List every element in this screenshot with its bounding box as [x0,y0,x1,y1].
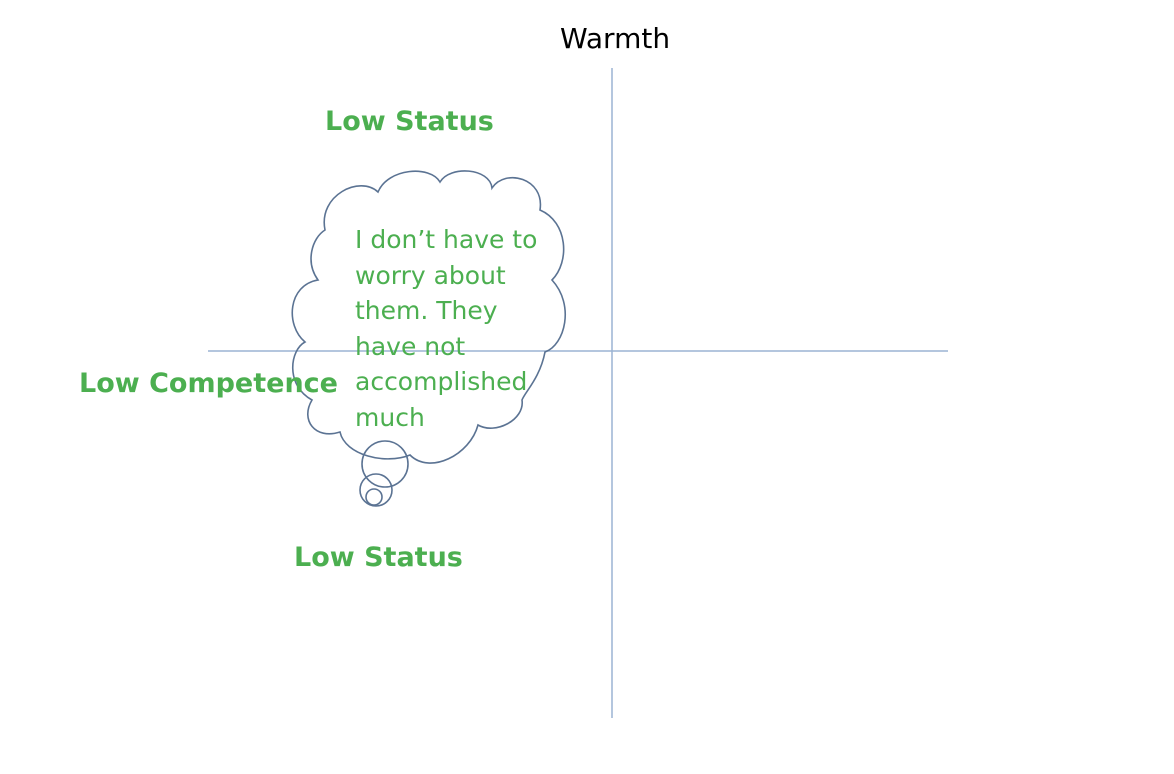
warmth-axis-label: Warmth [560,22,671,55]
thought-bubble-medium [359,473,393,507]
thought-cloud [291,170,567,464]
bottom-quadrant-label: Low Status [294,542,463,573]
top-quadrant-label: Low Status [325,106,494,137]
competence-axis-label: Low Competence [79,368,338,399]
thought-bubble-small [365,488,383,506]
thought-bubble-large [361,440,409,488]
thought-bubble-text: I don’t have to worry about them. They h… [355,225,538,432]
